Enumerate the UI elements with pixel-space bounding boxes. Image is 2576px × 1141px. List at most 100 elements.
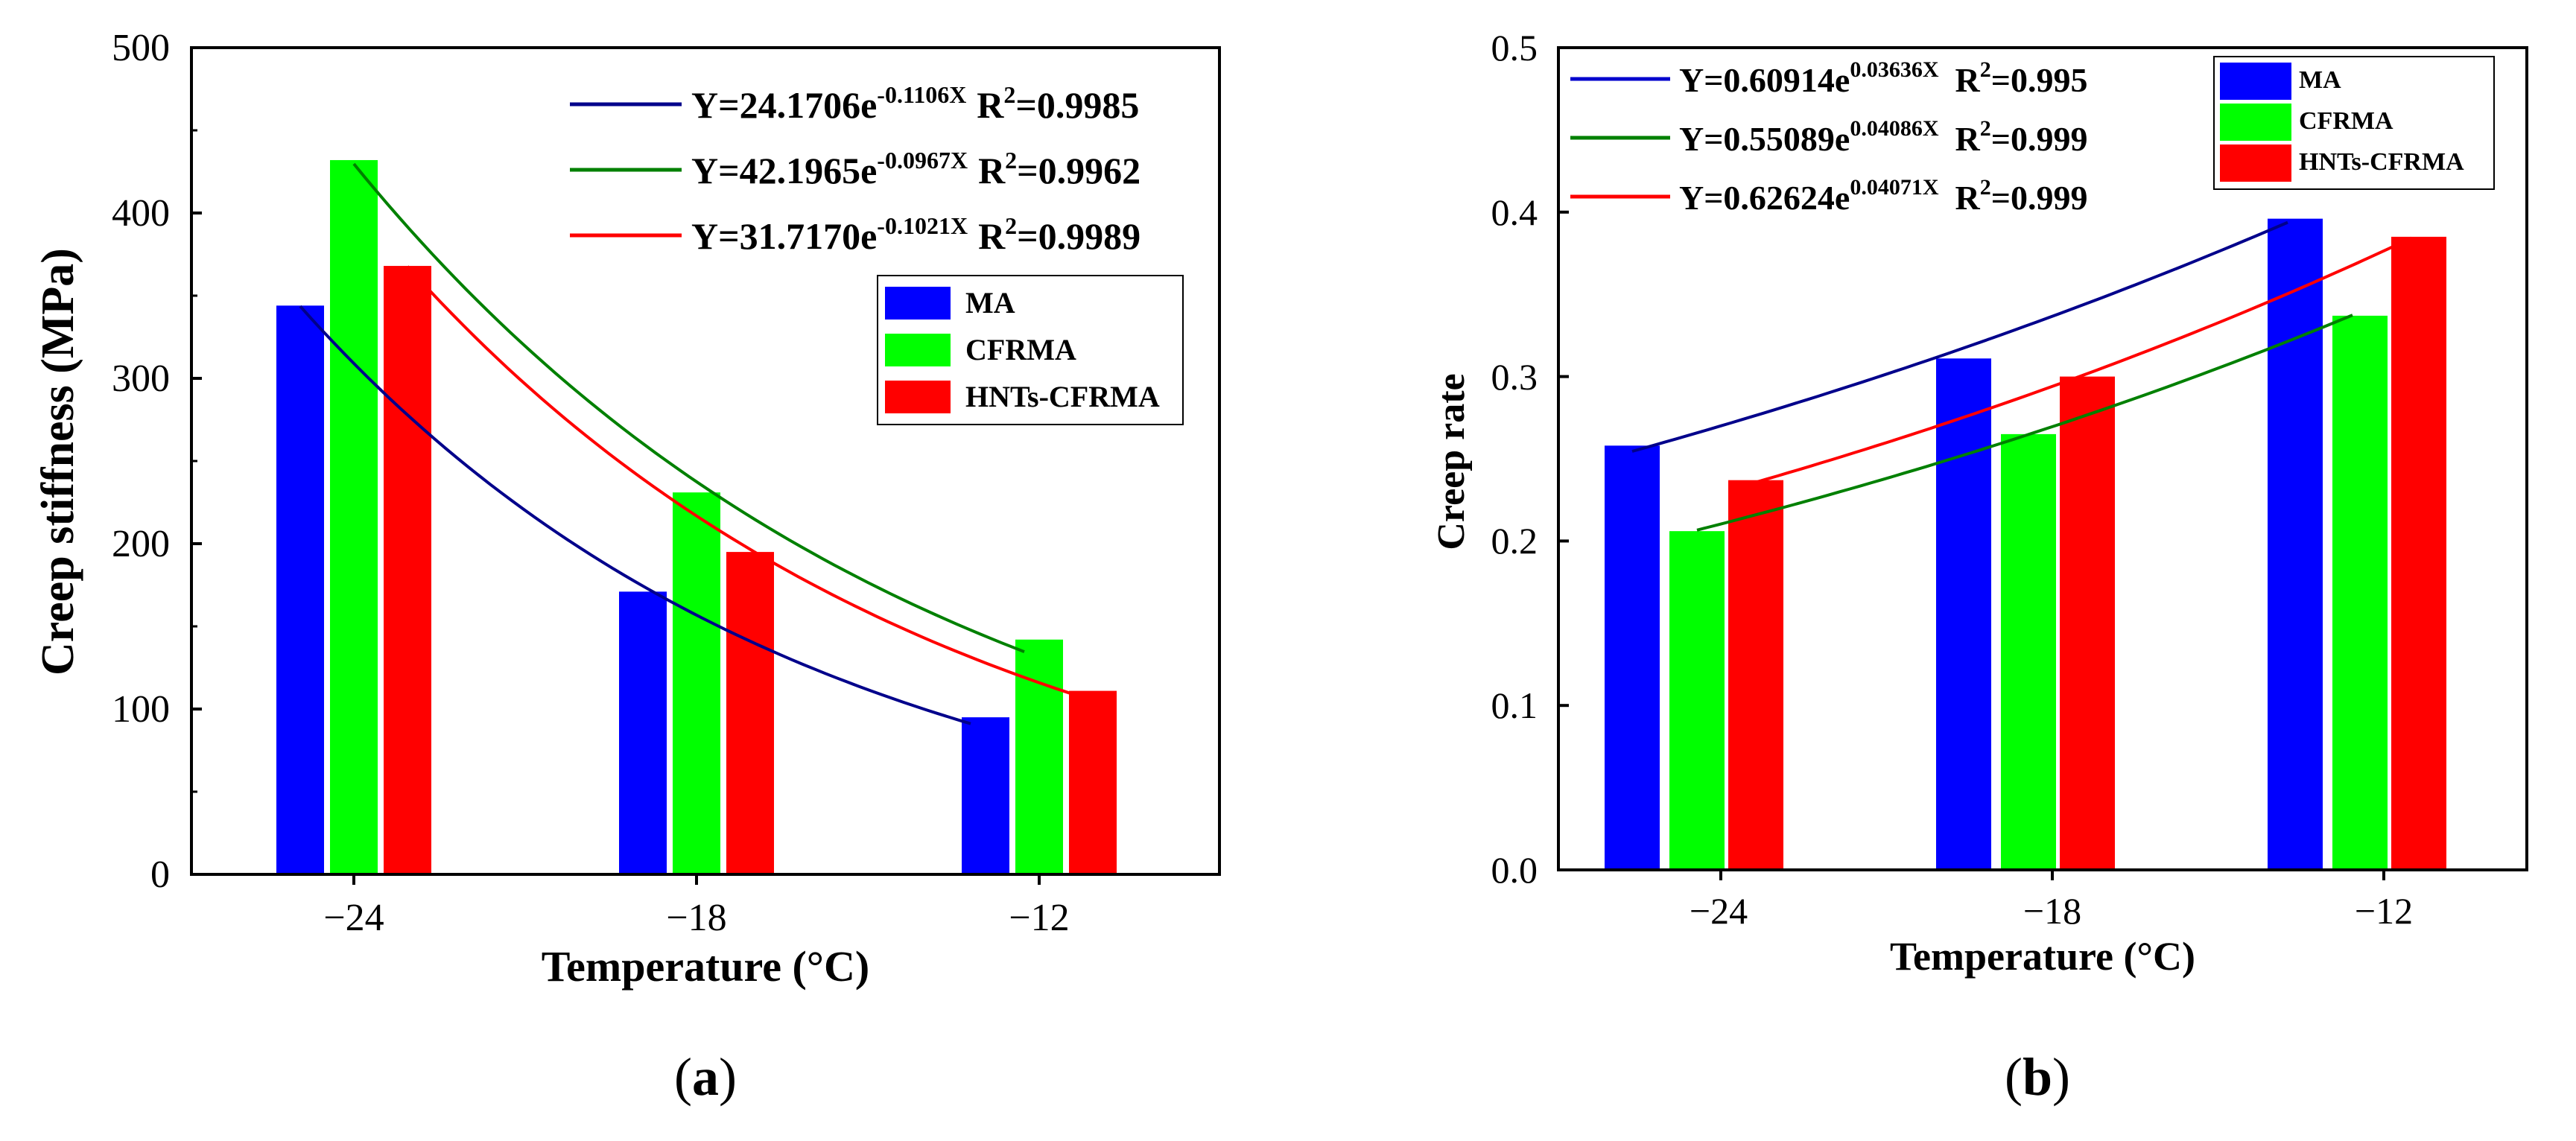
panel-b-xtick-label: −18 — [2023, 890, 2081, 932]
panel-a-eq-hnts-r2-value: =0.9989 — [1017, 215, 1141, 257]
panel-a-bar-ma — [619, 591, 667, 874]
panel-a-bars — [276, 159, 1117, 874]
panel-b-bar-ma — [1605, 445, 1660, 870]
panel-a-eq-hnts-r2-sup: 2 — [1005, 212, 1017, 239]
panel-a-eq-cfrma-r2-sup: 2 — [1005, 147, 1017, 174]
panel-b-ytick-label: 0.3 — [1491, 356, 1538, 398]
panel-a-eq-hnts-r2: R — [978, 215, 1006, 257]
panel-a-caption-open: ( — [674, 1047, 692, 1107]
panel-b-eq-cfrma-main: Y=0.55089e — [1679, 120, 1850, 158]
panel-b-fit-curve-ma — [1631, 220, 2288, 453]
panel-b-legend-swatch-cfrma — [2220, 104, 2291, 141]
panel-b-fit-curves — [1631, 220, 2412, 532]
panel-a-ytick-label: 400 — [112, 192, 170, 235]
panel-a-ytick-label: 200 — [112, 523, 170, 565]
panel-a-eq-hnts-main: Y=31.7170e — [691, 215, 877, 257]
panel-a-bar-cfrma — [673, 492, 720, 874]
panel-b-legend-label-cfrma: CFRMA — [2299, 107, 2393, 135]
panel-b-legend-label-hnts: HNTs-CFRMA — [2299, 148, 2464, 176]
panel-b-caption-close: ) — [2052, 1047, 2070, 1107]
panel-b-xtick-label: −24 — [1690, 890, 1748, 932]
panel-b-eq-ma-r2-sup: 2 — [1980, 57, 1991, 82]
panel-a-ytick-label: 0 — [150, 854, 170, 896]
panel-a-legend-swatch-cfrma — [885, 334, 951, 366]
panel-a-fit-curve-ma — [299, 305, 971, 725]
panel-b-ytick-label: 0.4 — [1491, 191, 1538, 233]
panel-b-bar-hnts — [1728, 480, 1783, 870]
panel-b-legend-swatch-ma — [2220, 63, 2291, 100]
panel-b-ytick-label: 0.2 — [1491, 520, 1538, 562]
panel-b-eq-ma-main: Y=0.60914e — [1679, 61, 1850, 99]
panel-a-bar-cfrma — [1015, 639, 1063, 874]
panel-a-xtick-label: −12 — [1009, 897, 1069, 939]
panel-a-legend: MA CFRMA HNTs-CFRMA — [877, 275, 1184, 425]
panel-a-bar-cfrma — [330, 159, 378, 874]
panel-a-legend-label-cfrma: CFRMA — [965, 333, 1076, 366]
panel-a-fit-curve-cfrma — [352, 162, 1025, 653]
panel-a-ytick-label: 500 — [112, 27, 170, 69]
panel-b-eq-hnts-exponent: 0.04071X — [1850, 175, 1939, 200]
panel-b-legend-label-ma: MA — [2299, 66, 2341, 94]
panel-b-ytick-label: 0.5 — [1491, 27, 1538, 69]
panel-a-legend-swatch-hnts — [885, 381, 951, 413]
panel-b-xtick-label: −12 — [2355, 890, 2413, 932]
panel-b-eq-cfrma-r2-sup: 2 — [1980, 116, 1991, 141]
panel-a-fit-curves — [299, 162, 1079, 725]
panel-a-legend-label-hnts: HNTs-CFRMA — [965, 380, 1160, 413]
panel-b-legend: MA CFRMA HNTs-CFRMA — [2213, 56, 2495, 190]
panel-a-eq-ma-exponent: -0.1106X — [877, 81, 966, 108]
panel-a-eq-cfrma-main: Y=42.1965e — [691, 150, 877, 191]
panel-a-legend-label-ma: MA — [965, 286, 1015, 320]
panel-b-eq-cfrma-r2-value: =0.999 — [1991, 120, 2088, 158]
panel-b-bar-hnts — [2060, 376, 2115, 871]
panel-b-eq-hnts-r2-value: =0.999 — [1991, 179, 2088, 217]
panel-a-bar-hnts — [1069, 690, 1117, 874]
panel-b-ytick-label: 0.1 — [1491, 684, 1538, 726]
panel-a-y-axis-title: Creep stiffness (MPa) — [33, 248, 83, 676]
panel-a-ytick-label: 100 — [112, 688, 170, 731]
panel-a-x-axis-title: Temperature (°C) — [542, 942, 869, 991]
panel-a-xtick-label: −18 — [666, 897, 726, 939]
panel-b-caption-open: ( — [2005, 1047, 2023, 1107]
panel-b-ticks — [1558, 46, 2385, 880]
panel-b-ytick-label: 0.0 — [1491, 849, 1538, 891]
panel-b-eq-ma: Y=0.60914e0.03636X R2=0.995 — [1679, 57, 2087, 99]
panel-a-caption-close: ) — [719, 1047, 737, 1107]
panel-b-caption-letter: b — [2023, 1047, 2052, 1107]
panel-a-eq-ma: Y=24.1706e-0.1106X R2=0.9985 — [691, 81, 1139, 126]
panel-a-eq-cfrma-r2: R — [978, 150, 1006, 191]
panel-a-eq-ma-main: Y=24.1706e — [691, 84, 877, 126]
panel-b-bar-cfrma — [2001, 433, 2056, 870]
panel-b-eq-ma-exponent: 0.03636X — [1850, 57, 1939, 82]
panel-a-bar-ma — [276, 305, 324, 874]
panel-a-eq-cfrma: Y=42.1965e-0.0967X R2=0.9962 — [691, 147, 1141, 191]
panel-b-plot-frame — [1557, 46, 2528, 871]
panel-b-bar-cfrma — [1669, 531, 1725, 870]
panel-b-eq-cfrma: Y=0.55089e0.04086X R2=0.999 — [1679, 116, 2087, 158]
panel-b-bars — [1605, 218, 2446, 871]
panel-b-bar-ma — [2268, 218, 2323, 871]
panel-a-ticks — [191, 46, 1041, 885]
panel-b-legend-swatch-hnts — [2220, 144, 2291, 182]
panel-a-fit-curve-hnts — [406, 265, 1079, 698]
panel-a-eq-hnts-exponent: -0.1021X — [877, 212, 968, 239]
panel-b-bar-hnts — [2391, 236, 2446, 870]
panel-b-eq-hnts-main: Y=0.62624e — [1679, 179, 1850, 217]
panel-b-x-axis-title: Temperature (°C) — [1890, 934, 2195, 979]
panel-a-eq-cfrma-r2-value: =0.9962 — [1017, 150, 1141, 191]
panel-a-xtick-label: −24 — [323, 897, 384, 939]
panel-b-eq-ma-r2-value: =0.995 — [1991, 61, 2088, 99]
panel-a-bar-ma — [962, 717, 1009, 874]
panel-b-eq-hnts-r2-sup: 2 — [1980, 175, 1991, 200]
panel-a-legend-swatch-ma — [885, 287, 951, 320]
panel-b-eq-cfrma-exponent: 0.04086X — [1850, 116, 1939, 141]
panel-a-caption-letter: a — [692, 1047, 719, 1107]
panel-b-eq-hnts-r2: R — [1955, 179, 1981, 217]
panel-a-eq-ma-r2-sup: 2 — [1003, 81, 1015, 108]
panel-b-fit-curve-cfrma — [1696, 314, 2353, 532]
panel-b-eq-ma-r2: R — [1955, 61, 1981, 99]
panel-b: 0.0 0.1 0.2 0.3 0.4 0.5 −24 −18 −12 Temp… — [1430, 27, 2528, 1107]
panel-a-eq-hnts: Y=31.7170e-0.1021X R2=0.9989 — [691, 212, 1141, 257]
